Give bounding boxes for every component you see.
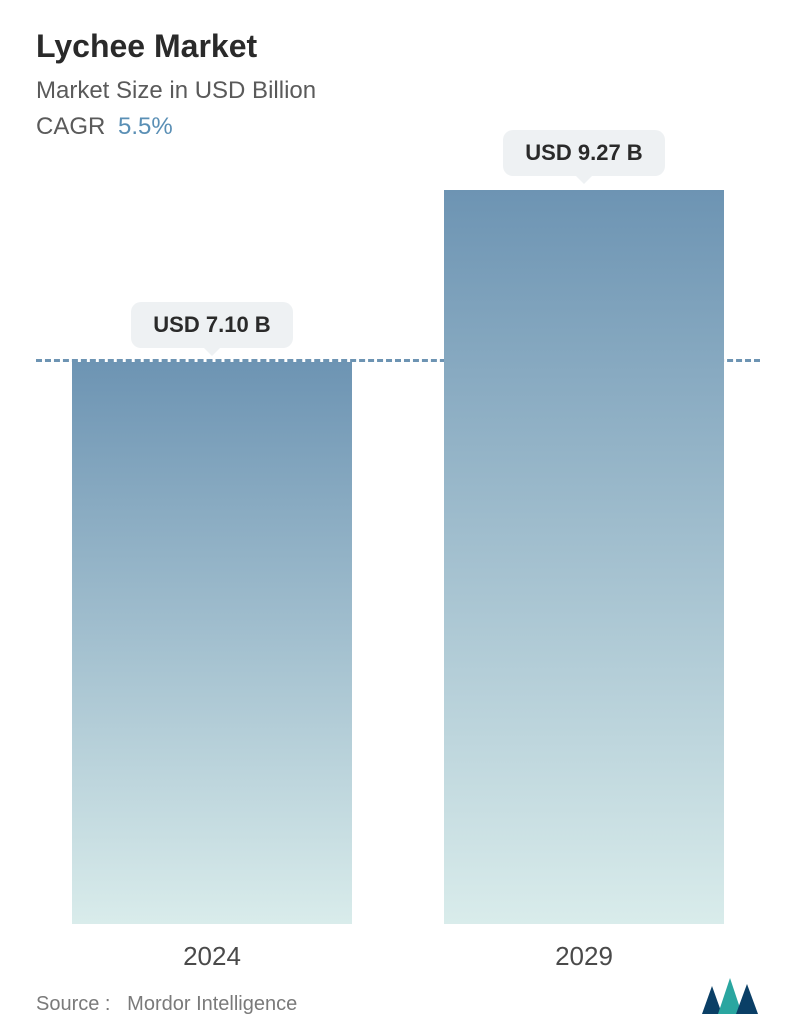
value-label-0: USD 7.10 B bbox=[153, 312, 270, 337]
cagr-value: 5.5% bbox=[118, 113, 173, 140]
source-attribution: Source : Mordor Intelligence bbox=[36, 993, 297, 1016]
cagr-label: CAGR bbox=[36, 113, 105, 140]
bar-1 bbox=[444, 190, 724, 924]
bar-group-1: USD 9.27 B bbox=[444, 190, 724, 924]
x-axis-labels: 2024 2029 bbox=[36, 941, 760, 972]
source-name: Mordor Intelligence bbox=[127, 993, 297, 1015]
value-bubble-1: USD 9.27 B bbox=[503, 130, 664, 176]
chart-title: Lychee Market bbox=[36, 28, 760, 65]
bar-group-0: USD 7.10 B bbox=[72, 190, 352, 924]
source-label: Source : bbox=[36, 993, 110, 1015]
chart-footer: Source : Mordor Intelligence bbox=[36, 976, 760, 1016]
chart-header: Lychee Market Market Size in USD Billion… bbox=[0, 0, 796, 141]
chart-subtitle: Market Size in USD Billion bbox=[36, 77, 760, 105]
x-label-1: 2029 bbox=[444, 941, 724, 972]
value-bubble-0: USD 7.10 B bbox=[131, 302, 292, 348]
chart-area: USD 7.10 B USD 9.27 B bbox=[0, 190, 796, 924]
bar-0 bbox=[72, 362, 352, 924]
value-label-1: USD 9.27 B bbox=[525, 140, 642, 165]
bars-container: USD 7.10 B USD 9.27 B bbox=[36, 190, 760, 924]
mordor-logo-icon bbox=[700, 976, 760, 1016]
x-label-0: 2024 bbox=[72, 941, 352, 972]
